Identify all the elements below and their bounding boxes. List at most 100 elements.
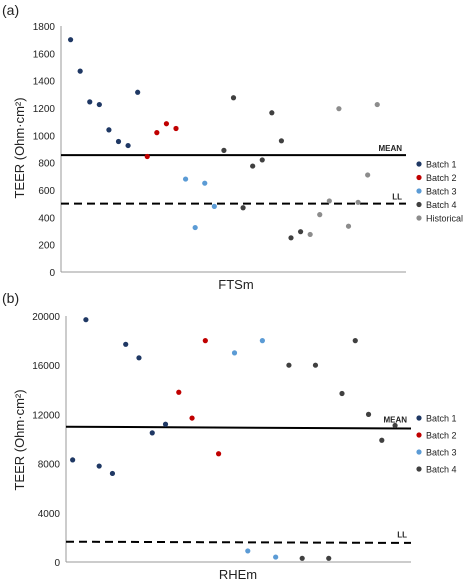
panel-a-ll-label: LL — [392, 193, 402, 202]
panel-b-legend-label-batch-3: Batch 3 — [426, 448, 457, 458]
panel-a-point-batch-4 — [230, 95, 237, 101]
panel-a-legend: Batch 1 Batch 2 Batch 3 Batch 4 Historical — [416, 160, 463, 224]
panel-b-ylabel: TEER (Ohm·cm²) — [12, 389, 27, 490]
panel-a-points — [67, 37, 380, 241]
panel-a-ytick-label: 600 — [38, 186, 55, 197]
panel-a-legend-marker-batch-2 — [416, 174, 422, 181]
panel-a-legend-marker-historical — [416, 215, 422, 221]
panel-b-legend-marker-batch-1 — [416, 415, 422, 421]
panel-a-mean-label: MEAN — [378, 144, 402, 153]
panel-b-point-batch-4 — [326, 555, 332, 561]
panel-a-point-batch-1 — [115, 138, 122, 145]
panel-b-point-batch-3 — [259, 338, 265, 344]
panel-a-ytick-label: 200 — [38, 241, 55, 252]
panel-b-point-batch-2 — [189, 415, 195, 421]
panel-a-point-historical — [345, 223, 352, 229]
panel-a-ylabel: TEER (Ohm·cm²) — [12, 97, 27, 198]
panel-b-point-batch-1 — [109, 470, 116, 477]
panel-a-point-batch-2 — [144, 153, 150, 160]
panel-a-point-batch-1 — [106, 127, 112, 133]
panel-b-point-batch-1 — [83, 317, 89, 323]
panel-b-ytick-label: 16000 — [32, 361, 60, 372]
panel-a-legend-label-batch-1: Batch 1 — [426, 160, 457, 170]
panel-b-point-batch-4 — [365, 411, 372, 417]
panel-a-point-batch-3 — [211, 203, 217, 209]
panel-a-legend-marker-batch-3 — [416, 188, 422, 194]
panel-a-point-batch-1 — [96, 101, 102, 108]
panel-a-point-batch-1 — [135, 89, 141, 95]
panel-b-point-batch-3 — [273, 554, 279, 560]
panel-b-legend-label-batch-2: Batch 2 — [426, 431, 457, 441]
panel-b-point-batch-4 — [299, 555, 305, 561]
panel-a-point-batch-4 — [288, 235, 294, 241]
panel-b-point-batch-4 — [352, 338, 358, 344]
panel-a-legend-label-batch-2: Batch 2 — [426, 173, 457, 183]
panel-a-point-batch-4 — [240, 205, 246, 211]
panel-b-legend-marker-batch-4 — [416, 466, 422, 472]
panel-a-point-historical — [374, 101, 380, 108]
panel-a-point-historical — [326, 198, 332, 204]
panel-b-legend-marker-batch-2 — [416, 432, 422, 438]
panel-b-ytick-label: 8000 — [38, 460, 61, 471]
panel-a-point-batch-4 — [250, 163, 256, 169]
panel-a-legend-marker-batch-4 — [416, 201, 422, 208]
panel-b-ytick-label: 20000 — [32, 312, 60, 323]
panel-a-ytick-label: 0 — [49, 268, 55, 279]
panel-a-point-historical — [355, 199, 361, 205]
panel-b-point-batch-3 — [245, 548, 251, 554]
panel-a-point-batch-1 — [87, 99, 93, 105]
panel-a-ytick-label: 800 — [38, 159, 55, 170]
panel-a-point-historical — [317, 212, 323, 218]
panel-b-point-batch-4 — [379, 437, 385, 443]
panel-b-point-batch-1 — [96, 463, 102, 469]
panel-a-ytick-label: 1000 — [33, 131, 56, 142]
panel-a-point-historical — [336, 106, 342, 112]
panel-a-legend-marker-batch-1 — [416, 161, 422, 167]
panel-b-point-batch-1 — [70, 457, 76, 463]
panel-b-point-batch-2 — [202, 338, 208, 344]
panel-a-point-batch-2 — [163, 121, 170, 127]
panel-b-yticks: 0 4000 8000 12000 16000 20000 — [32, 312, 60, 569]
panel-a-point-batch-4 — [269, 110, 275, 116]
panel-b-xlabel: RHEm — [219, 567, 257, 582]
panel-a-point-batch-4 — [221, 147, 227, 153]
panel-b-ytick-label: 0 — [54, 558, 60, 569]
panel-b-point-batch-1 — [162, 421, 169, 427]
panel-b-point-batch-2 — [176, 389, 182, 395]
panel-b-point-batch-4 — [339, 390, 345, 397]
panel-a-yticks: 0 200 400 600 800 1000 1200 1400 1600 1800 — [33, 22, 56, 279]
panel-b-ytick-label: 12000 — [32, 410, 60, 421]
panel-a-legend-label-historical: Historical — [426, 214, 463, 224]
panel-b-ll-label: LL — [397, 531, 407, 540]
panel-a-point-batch-4 — [278, 138, 285, 144]
panel-b-point-batch-3 — [231, 350, 238, 356]
panel-b-mean-line — [65, 425, 412, 430]
panel-a-ytick-label: 400 — [38, 213, 55, 224]
panel-b-ytick-label: 4000 — [38, 509, 61, 520]
panel-b-point-batch-4 — [392, 422, 398, 429]
panel-b-legend-label-batch-4: Batch 4 — [426, 465, 457, 475]
panel-b-label: (b) — [2, 290, 19, 306]
panel-a-point-batch-2 — [154, 130, 160, 136]
panel-b-reference-lines: MEAN LL — [65, 416, 412, 544]
panel-a-point-historical — [307, 231, 313, 238]
panel-b-point-batch-1 — [136, 355, 142, 361]
panel-b-point-batch-4 — [286, 362, 292, 368]
panel-a-point-batch-2 — [173, 125, 179, 132]
panel-a-point-batch-1 — [67, 37, 74, 43]
panel-b-point-batch-1 — [123, 341, 129, 347]
panel-b-point-batch-2 — [215, 451, 222, 457]
panel-b-point-batch-1 — [149, 430, 155, 436]
panel-a-point-batch-3 — [182, 176, 189, 182]
panel-a-reference-lines: MEAN LL — [61, 144, 406, 205]
panel-a-point-batch-4 — [297, 229, 304, 235]
panel-a-label: (a) — [2, 2, 19, 18]
panel-a-legend-label-batch-3: Batch 3 — [426, 187, 457, 197]
panel-a: (a) TEER (Ohm·cm²) 0 200 400 600 800 1000 1200… — [2, 2, 463, 292]
panel-b-legend-marker-batch-3 — [416, 449, 422, 455]
panel-b-mean-label: MEAN — [383, 416, 407, 425]
panel-a-ytick-label: 1400 — [33, 77, 56, 88]
panel-a-legend-label-batch-4: Batch 4 — [426, 200, 457, 210]
panel-a-point-batch-3 — [192, 224, 198, 231]
